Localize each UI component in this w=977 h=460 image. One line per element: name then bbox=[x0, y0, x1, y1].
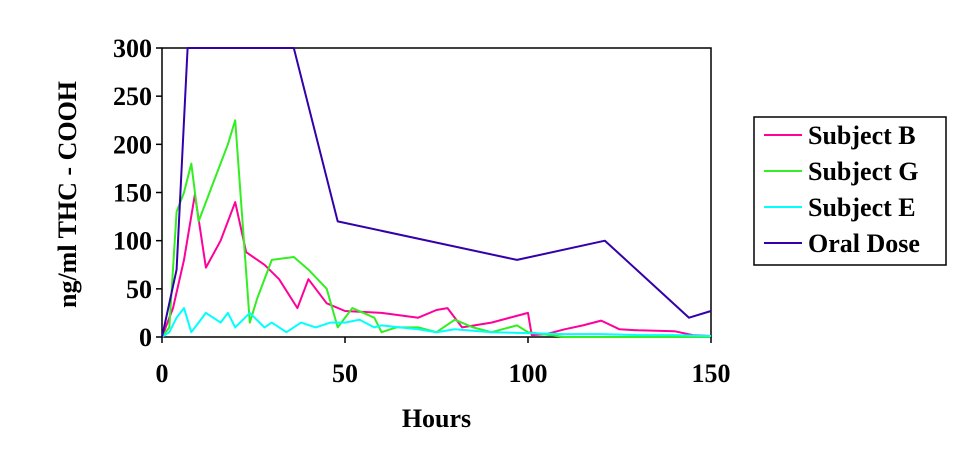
series-line-subject-b bbox=[161, 193, 712, 338]
legend-label-subject-g: Subject G bbox=[808, 157, 919, 186]
x-tick-label: 150 bbox=[692, 359, 731, 388]
series-line-subject-e bbox=[161, 307, 712, 338]
y-tick-label: 250 bbox=[113, 82, 152, 111]
y-tick-label: 50 bbox=[126, 275, 152, 304]
x-axis-ticks: 0 50 100 150 bbox=[156, 337, 731, 388]
legend-label-subject-e: Subject E bbox=[808, 193, 916, 222]
y-tick-label: 200 bbox=[113, 130, 152, 159]
x-tick-label: 100 bbox=[509, 359, 548, 388]
legend-label-oral-dose: Oral Dose bbox=[808, 229, 920, 258]
y-tick-label: 150 bbox=[113, 179, 152, 208]
y-axis-ticks: 0 50 100 150 200 250 300 bbox=[113, 34, 162, 352]
series-layer bbox=[161, 47, 712, 338]
x-tick-label: 0 bbox=[156, 359, 169, 388]
y-tick-label: 300 bbox=[113, 34, 152, 63]
y-axis-title: ng/ml THC - COOH bbox=[53, 81, 82, 308]
y-tick-label: 0 bbox=[139, 323, 152, 352]
x-tick-label: 50 bbox=[332, 359, 358, 388]
y-tick-label: 100 bbox=[113, 227, 152, 256]
legend: Subject B Subject G Subject E Oral Dose bbox=[753, 116, 947, 266]
plot-frame bbox=[161, 47, 712, 338]
legend-box bbox=[753, 116, 947, 266]
series-line-oral-dose bbox=[161, 47, 712, 338]
legend-label-subject-b: Subject B bbox=[808, 121, 916, 150]
x-axis-title: Hours bbox=[402, 404, 471, 433]
plot-area bbox=[161, 47, 712, 338]
series-line-subject-g bbox=[161, 119, 711, 338]
